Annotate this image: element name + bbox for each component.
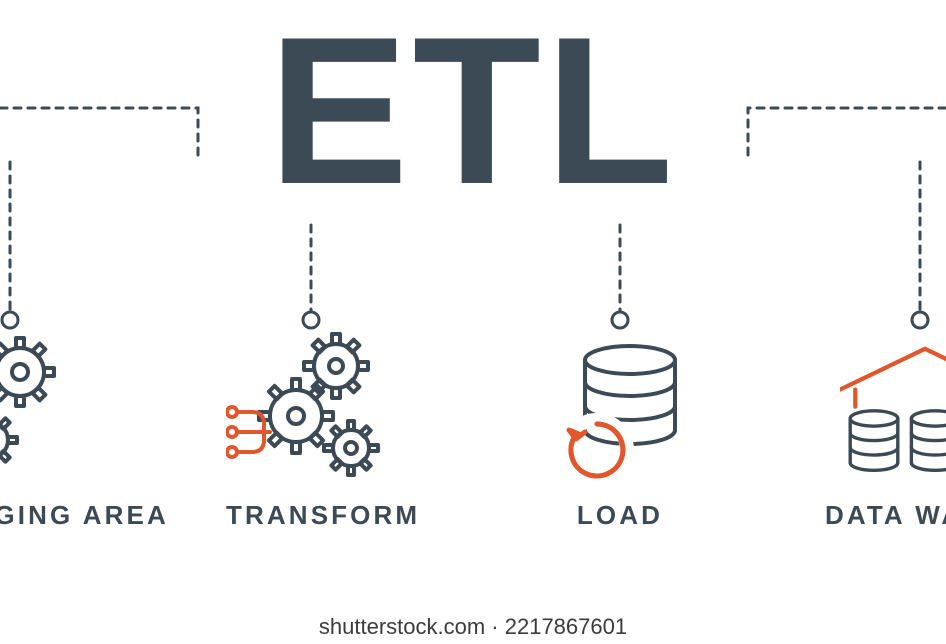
attribution-text: shutterstock.com · 2217867601 bbox=[319, 614, 627, 640]
item-staging-area: STAGING AREA bbox=[0, 330, 105, 531]
item-label: LOAD bbox=[535, 500, 705, 531]
item-label: STAGING AREA bbox=[0, 500, 105, 531]
item-label: DATA WAREHOUSE bbox=[825, 500, 946, 531]
attribution-id: 2217867601 bbox=[505, 614, 627, 639]
warehouse-db-icon bbox=[840, 330, 946, 490]
main-title: ETL bbox=[268, 0, 677, 232]
etl-infographic: ETL bbox=[0, 0, 946, 644]
item-data-warehouse: DATA WAREHOUSE bbox=[825, 330, 946, 531]
gears-arrow-icon bbox=[0, 330, 105, 490]
gears-flow-icon bbox=[226, 330, 396, 490]
db-reload-icon bbox=[535, 330, 705, 490]
item-transform: TRANSFORM bbox=[226, 330, 396, 531]
attribution-prefix: shutterstock.com · bbox=[319, 614, 505, 639]
item-label: TRANSFORM bbox=[226, 500, 396, 531]
item-load: LOAD bbox=[535, 330, 705, 531]
